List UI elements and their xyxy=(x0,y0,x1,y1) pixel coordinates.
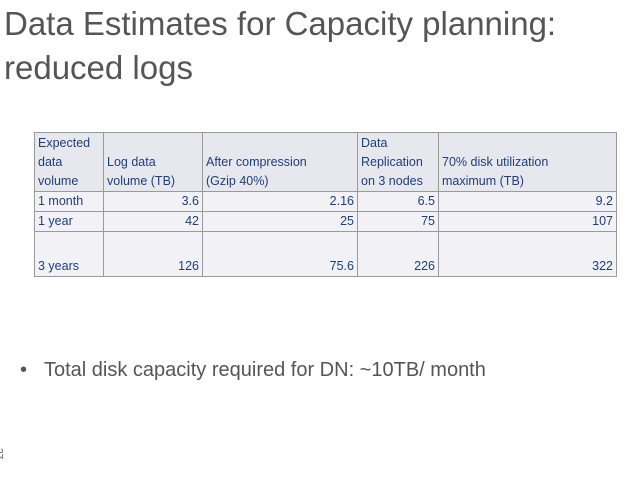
table-row: 1 year 42 25 75 107 xyxy=(34,211,617,232)
capacity-table-container: Expected data volume Log data volume (TB… xyxy=(34,132,617,277)
bullet-dot-icon: • xyxy=(20,359,28,381)
title-line-2: reduced logs xyxy=(4,49,193,86)
cell-compressed: 2.16 xyxy=(202,191,358,212)
header-expected-volume: Expected data volume xyxy=(34,132,104,192)
bullet-text: Total disk capacity required for DN: ~10… xyxy=(44,359,486,381)
cell-disk-max: 9.2 xyxy=(438,191,617,212)
table-row: 1 month 3.6 2.16 6.5 9.2 xyxy=(34,191,617,212)
cell-log-volume: 3.6 xyxy=(103,191,203,212)
cell-log-volume: 42 xyxy=(103,211,203,232)
cell-replicated: 75 xyxy=(357,211,439,232)
cell-period: 1 month xyxy=(34,191,104,212)
cell-period: 1 year xyxy=(34,211,104,232)
cell-compressed: 75.6 xyxy=(202,231,358,277)
cell-period: 3 years xyxy=(34,231,104,277)
page-number: 27 xyxy=(0,448,4,460)
header-disk-utilization: 70% disk utilization maximum (TB) xyxy=(438,132,617,192)
cell-compressed: 25 xyxy=(202,211,358,232)
table-row: 3 years 126 75.6 226 322 xyxy=(34,231,617,277)
table-header-row: Expected data volume Log data volume (TB… xyxy=(34,132,617,192)
header-after-compression: After compression (Gzip 40%) xyxy=(202,132,358,192)
cell-log-volume: 126 xyxy=(103,231,203,277)
cell-replicated: 6.5 xyxy=(357,191,439,212)
title-line-1: Data Estimates for Capacity planning: xyxy=(4,5,557,42)
slide-title: Data Estimates for Capacity planning: re… xyxy=(4,2,634,90)
cell-disk-max: 322 xyxy=(438,231,617,277)
bullet-item: • Total disk capacity required for DN: ~1… xyxy=(20,354,486,386)
cell-disk-max: 107 xyxy=(438,211,617,232)
header-data-replication: Data Replication on 3 nodes xyxy=(357,132,439,192)
cell-replicated: 226 xyxy=(357,231,439,277)
capacity-table: Expected data volume Log data volume (TB… xyxy=(34,132,617,277)
header-log-volume: Log data volume (TB) xyxy=(103,132,203,192)
